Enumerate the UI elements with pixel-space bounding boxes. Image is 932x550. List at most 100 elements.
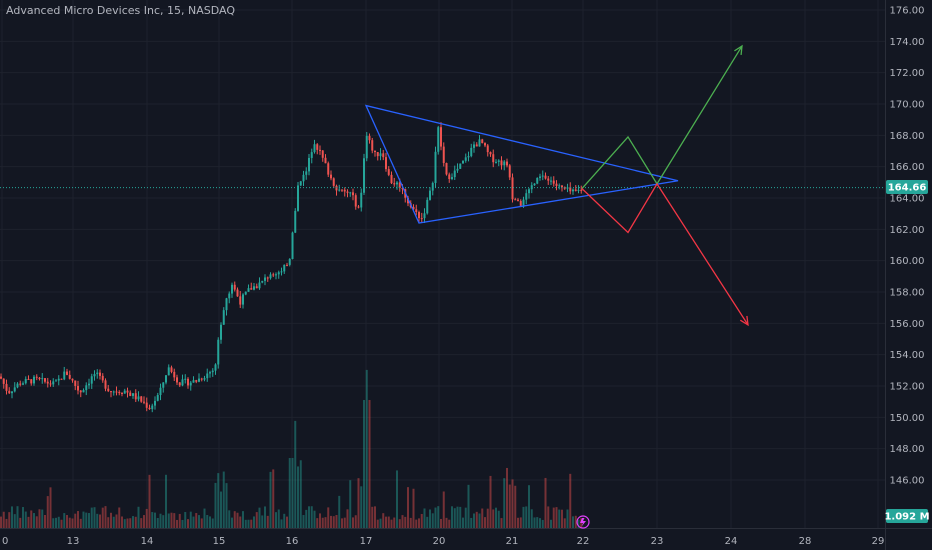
volume-bar bbox=[173, 513, 176, 528]
candle bbox=[569, 182, 572, 195]
candle bbox=[258, 277, 261, 290]
volume-bar bbox=[8, 512, 11, 528]
candle bbox=[101, 373, 104, 383]
candle bbox=[222, 307, 225, 325]
candle bbox=[209, 370, 211, 378]
volume-bar bbox=[404, 516, 407, 528]
volume-bar bbox=[266, 515, 269, 528]
candle bbox=[580, 185, 583, 194]
candle bbox=[349, 191, 352, 197]
volume-bar bbox=[286, 516, 288, 528]
volume-bar bbox=[525, 506, 528, 528]
volume-bar bbox=[178, 513, 181, 528]
time-tick-label: 0 bbox=[2, 536, 8, 547]
candle bbox=[211, 368, 214, 377]
volume-bar bbox=[374, 506, 376, 528]
candle bbox=[134, 389, 137, 403]
candle bbox=[162, 382, 165, 393]
price-tick-label: 156.00 bbox=[890, 319, 925, 330]
candle bbox=[266, 276, 269, 282]
candle bbox=[13, 382, 16, 393]
volume-bar bbox=[451, 506, 453, 528]
volume-bar bbox=[269, 471, 272, 528]
candle bbox=[332, 177, 335, 189]
volume-bar bbox=[338, 495, 341, 528]
time-tick-label: 21 bbox=[506, 536, 519, 547]
time-axis[interactable]: 0 13 14 15 16 17 20 21 22 23 24 28 29 bbox=[2, 536, 884, 547]
candle bbox=[286, 262, 288, 267]
candle bbox=[536, 177, 539, 185]
replay-icon[interactable] bbox=[576, 515, 590, 529]
volume-bar bbox=[214, 482, 217, 528]
volume-bar bbox=[118, 507, 121, 528]
volume-bar bbox=[154, 512, 156, 528]
volume-bar bbox=[192, 516, 195, 528]
volume-bar bbox=[167, 513, 170, 528]
candle bbox=[5, 379, 8, 395]
price-tick-label: 168.00 bbox=[890, 131, 925, 142]
candle bbox=[396, 180, 398, 190]
candle bbox=[327, 161, 330, 177]
candle bbox=[247, 284, 250, 292]
price-tick-label: 172.00 bbox=[890, 68, 925, 79]
candle bbox=[214, 363, 217, 375]
candle bbox=[99, 369, 101, 380]
volume-bar bbox=[145, 508, 148, 528]
candle bbox=[19, 380, 22, 387]
candle bbox=[503, 160, 506, 171]
price-tick-label: 166.00 bbox=[890, 162, 925, 173]
volume-bar bbox=[44, 514, 46, 528]
candle bbox=[539, 173, 541, 181]
candle bbox=[420, 212, 423, 224]
volume-bar bbox=[319, 513, 321, 528]
volume-bar bbox=[63, 513, 66, 528]
candle bbox=[365, 132, 368, 162]
volume-bar bbox=[71, 518, 74, 528]
candle bbox=[277, 270, 280, 279]
candle bbox=[35, 374, 38, 381]
volume-bar bbox=[0, 516, 2, 528]
candle bbox=[313, 139, 316, 154]
symmetrical-triangle[interactable] bbox=[364, 104, 679, 224]
candle bbox=[352, 188, 354, 201]
volume-bar bbox=[132, 516, 134, 528]
candle bbox=[239, 291, 242, 308]
volume-bar bbox=[140, 518, 143, 528]
volume-bar bbox=[272, 469, 275, 528]
volume-bar bbox=[236, 512, 239, 528]
candle bbox=[440, 122, 442, 151]
volume-bar bbox=[486, 508, 489, 528]
candle bbox=[52, 378, 55, 387]
price-tick-label: 152.00 bbox=[890, 382, 925, 393]
bullish-path[interactable] bbox=[581, 45, 743, 190]
candle bbox=[41, 373, 44, 384]
volume-bar bbox=[41, 509, 44, 528]
candle bbox=[354, 193, 357, 210]
candle bbox=[129, 390, 132, 397]
volume-bar bbox=[539, 518, 541, 528]
volume-bar bbox=[420, 513, 423, 528]
candle bbox=[368, 133, 371, 144]
volume-bar bbox=[332, 516, 335, 528]
volume-bar bbox=[365, 369, 368, 528]
price-axis[interactable]: 146.00 148.00 150.00 152.00 154.00 156.00 158.… bbox=[890, 6, 925, 487]
volume-bar bbox=[497, 510, 500, 528]
last-price-label: 164.66 bbox=[888, 183, 927, 194]
candle bbox=[165, 374, 167, 385]
volume-bar bbox=[302, 515, 305, 528]
candle bbox=[552, 176, 555, 187]
bearish-path[interactable] bbox=[581, 182, 749, 326]
volume-bar bbox=[431, 513, 434, 528]
volume-bar bbox=[376, 519, 379, 528]
candle bbox=[170, 365, 173, 374]
volume-bar bbox=[310, 506, 313, 528]
volume-bar bbox=[398, 519, 401, 528]
volume-bar bbox=[517, 517, 519, 528]
volume-bar bbox=[550, 519, 552, 528]
price-tick-label: 154.00 bbox=[890, 350, 925, 361]
candle bbox=[481, 138, 484, 144]
candle bbox=[132, 393, 134, 399]
volume-bar bbox=[368, 400, 371, 528]
volume-bar bbox=[24, 511, 27, 528]
